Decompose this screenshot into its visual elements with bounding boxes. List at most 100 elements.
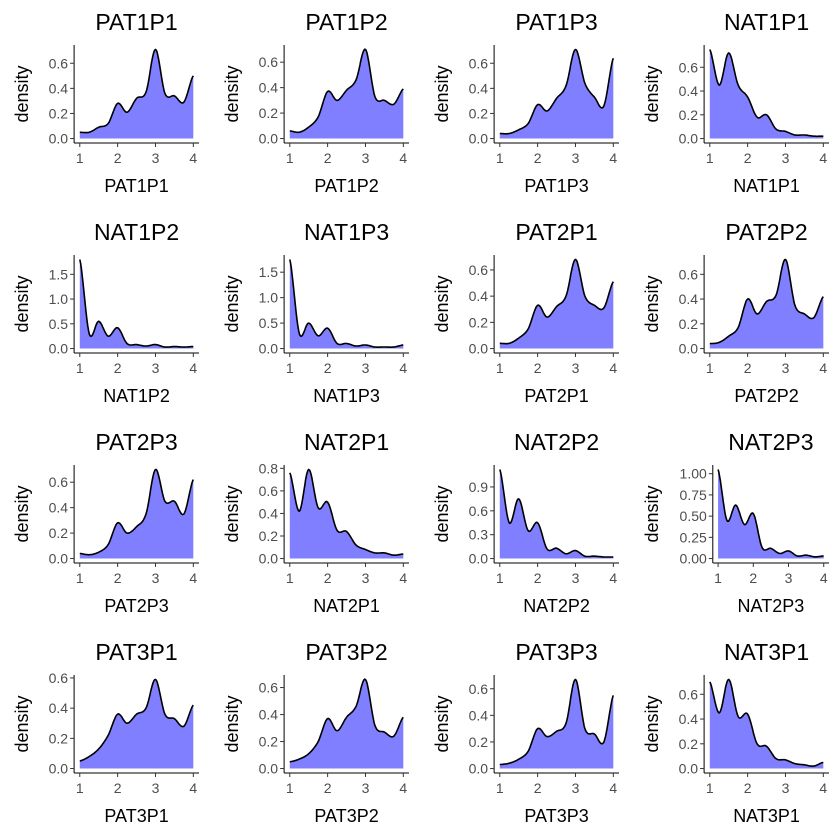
x-tick-label: 3 [782,360,790,376]
y-tick-label: 0.0 [49,131,69,147]
x-tick-label: 1 [76,150,84,166]
panel-nat1p1: 0.0 0.2 0.4 0.6 1 2 3 4 NAT1P1 NAT1P1 density [642,9,829,196]
x-tick-label: 4 [189,360,197,376]
x-tick-label: 2 [534,150,542,166]
density-area [718,469,824,559]
x-tick-label: 1 [286,150,294,166]
x-axis-label: NAT1P1 [733,176,800,196]
panel-pat1p2: 0.0 0.2 0.4 0.6 1 2 3 4 PAT1P2 PAT1P2 density [222,9,409,196]
x-tick-label: 2 [324,570,332,586]
y-tick-label: 0.2 [49,730,69,746]
y-axis-label: density [432,65,452,122]
y-tick-label: 0.6 [49,55,69,71]
y-tick-label: 0.4 [679,711,699,727]
density-line [289,259,404,348]
x-tick-label: 2 [114,150,122,166]
density-area [289,49,404,139]
panel-title: PAT2P2 [725,219,807,245]
x-tick-label: 3 [362,780,370,796]
x-tick-label: 2 [749,570,757,586]
x-tick-label: 2 [744,780,752,796]
x-tick-label: 2 [744,150,752,166]
y-tick-label: 0.6 [469,262,489,278]
density-area [499,259,614,349]
panel-pat1p3: 0.0 0.2 0.4 0.6 1 2 3 4 PAT1P3 PAT1P3 density [432,9,619,196]
density-line [709,258,824,345]
x-tick-label: 1 [76,780,84,796]
x-tick-label: 1 [706,780,714,796]
x-axis-label: PAT3P1 [104,806,168,826]
y-tick-label: 0.4 [49,80,69,96]
x-tick-label: 4 [819,780,827,796]
density-line [289,468,404,556]
density-area [79,679,194,769]
y-tick-label: 0.50 [680,508,707,524]
panel-nat2p1: 0.0 0.2 0.4 0.6 0.8 1 2 3 4 NAT2P1 NAT2P1 density [222,429,409,616]
y-tick-label: 0.6 [469,503,489,519]
panel-title: NAT2P1 [304,429,389,455]
y-tick-label: 0.4 [49,500,69,516]
panel-title: PAT3P2 [305,639,387,665]
panel-title: PAT3P3 [515,639,597,665]
x-tick-label: 3 [782,150,790,166]
y-tick-label: 0.2 [469,314,489,330]
x-axis-label: PAT2P2 [734,386,798,406]
density-line [79,48,194,134]
density-area [499,49,614,139]
panel-title: PAT1P3 [515,9,597,35]
x-tick-label: 4 [399,780,407,796]
y-tick-label: 0.0 [469,761,489,777]
x-tick-label: 1 [706,360,714,376]
x-tick-label: 4 [399,360,407,376]
y-tick-label: 0.0 [469,341,489,357]
y-tick-label: 1.5 [49,266,69,282]
density-area [709,49,824,139]
panel-title: PAT1P1 [95,9,177,35]
x-tick-label: 2 [534,780,542,796]
y-axis-label: density [12,485,32,542]
y-tick-label: 0.6 [679,686,699,702]
x-tick-label: 3 [152,150,160,166]
x-tick-label: 2 [534,570,542,586]
y-tick-label: 1.5 [259,264,279,280]
x-tick-label: 3 [152,570,160,586]
x-tick-label: 3 [152,360,160,376]
x-tick-label: 4 [189,150,197,166]
panel-title: NAT1P1 [724,9,809,35]
panel-nat2p2: 0.0 0.3 0.6 0.9 1 2 3 4 NAT2P2 NAT2P2 density [432,429,619,616]
y-axis-label: density [222,485,242,542]
x-axis-label: NAT2P1 [313,596,380,616]
x-tick-label: 3 [362,150,370,166]
density-area [709,259,824,349]
x-tick-label: 4 [820,570,828,586]
panel-title: NAT1P2 [94,219,179,245]
x-tick-label: 1 [286,780,294,796]
y-tick-label: 1.00 [680,466,707,482]
y-tick-label: 0.0 [679,761,699,777]
y-tick-label: 0.2 [679,316,699,332]
panel-pat3p3: 0.0 0.2 0.4 0.6 1 2 3 4 PAT3P3 PAT3P3 density [432,639,619,826]
panel-pat1p1: 0.0 0.2 0.4 0.6 1 2 3 4 PAT1P1 PAT1P1 density [12,9,199,196]
y-axis-label: density [642,485,662,542]
y-tick-label: 0.75 [680,487,707,503]
density-line [499,258,614,345]
x-tick-label: 4 [399,150,407,166]
density-line [289,678,404,763]
density-area [79,259,194,349]
panel-nat3p1: 0.0 0.2 0.4 0.6 1 2 3 4 NAT3P1 NAT3P1 density [642,639,829,826]
y-axis-label: density [222,275,242,332]
y-tick-label: 0.4 [679,291,699,307]
y-axis-label: density [222,65,242,122]
y-axis-label: density [12,695,32,752]
x-tick-label: 1 [76,570,84,586]
x-tick-label: 2 [324,150,332,166]
panel-pat2p1: 0.0 0.2 0.4 0.6 1 2 3 4 PAT2P1 PAT2P1 density [432,219,619,406]
y-axis-label: density [432,275,452,332]
y-tick-label: 0.2 [259,528,279,544]
y-tick-label: 0.0 [49,341,69,357]
y-tick-label: 0.25 [680,529,707,545]
x-tick-label: 3 [572,360,580,376]
x-axis-label: NAT3P1 [733,806,800,826]
x-tick-label: 4 [609,570,617,586]
x-tick-label: 3 [362,570,370,586]
